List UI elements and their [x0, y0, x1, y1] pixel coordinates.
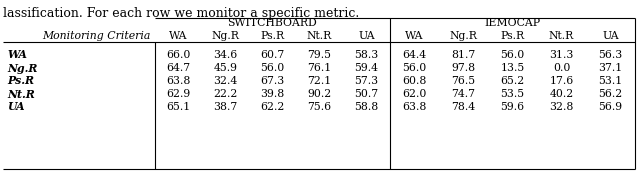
Text: 32.4: 32.4	[213, 76, 237, 86]
Text: Monitoring Criteria: Monitoring Criteria	[43, 31, 151, 41]
Text: Ng.R: Ng.R	[212, 31, 239, 41]
Text: 66.0: 66.0	[166, 50, 191, 60]
Text: 17.6: 17.6	[549, 76, 573, 86]
Text: 65.1: 65.1	[166, 102, 191, 112]
Text: WA: WA	[7, 50, 27, 61]
Text: 37.1: 37.1	[598, 63, 623, 73]
Text: Ps.R: Ps.R	[500, 31, 525, 41]
Text: 76.5: 76.5	[451, 76, 476, 86]
Text: 75.6: 75.6	[307, 102, 332, 112]
Text: 56.9: 56.9	[598, 102, 623, 112]
Text: 45.9: 45.9	[214, 63, 237, 73]
Text: 67.3: 67.3	[260, 76, 285, 86]
Text: 56.0: 56.0	[500, 50, 525, 60]
Text: 56.3: 56.3	[598, 50, 623, 60]
Text: 40.2: 40.2	[549, 89, 573, 99]
Text: 34.6: 34.6	[213, 50, 237, 60]
Text: Nt.R: Nt.R	[549, 31, 574, 41]
Text: 63.8: 63.8	[166, 76, 191, 86]
Text: 76.1: 76.1	[307, 63, 332, 73]
Text: 59.6: 59.6	[500, 102, 525, 112]
Text: 58.3: 58.3	[355, 50, 379, 60]
Text: 59.4: 59.4	[355, 63, 378, 73]
Text: 56.0: 56.0	[403, 63, 427, 73]
Text: 56.0: 56.0	[260, 63, 285, 73]
Text: 62.9: 62.9	[166, 89, 191, 99]
Text: 62.0: 62.0	[403, 89, 427, 99]
Text: 57.3: 57.3	[355, 76, 379, 86]
Text: 0.0: 0.0	[553, 63, 570, 73]
Text: UA: UA	[358, 31, 375, 41]
Text: 64.4: 64.4	[403, 50, 427, 60]
Text: 63.8: 63.8	[403, 102, 427, 112]
Text: 78.4: 78.4	[451, 102, 476, 112]
Text: Ng.R: Ng.R	[449, 31, 477, 41]
Text: SWITCHBOARD: SWITCHBOARD	[228, 18, 317, 28]
Text: 79.5: 79.5	[307, 50, 332, 60]
Text: 62.2: 62.2	[260, 102, 285, 112]
Text: IEMOCAP: IEMOCAP	[484, 18, 541, 28]
Text: Nt.R: Nt.R	[307, 31, 332, 41]
Text: 38.7: 38.7	[213, 102, 237, 112]
Text: 32.8: 32.8	[549, 102, 573, 112]
Text: 13.5: 13.5	[500, 63, 525, 73]
Text: 65.2: 65.2	[500, 76, 525, 86]
Text: 74.7: 74.7	[451, 89, 476, 99]
Text: UA: UA	[602, 31, 619, 41]
Text: 53.5: 53.5	[500, 89, 525, 99]
Text: 31.3: 31.3	[549, 50, 573, 60]
Text: 60.7: 60.7	[260, 50, 285, 60]
Text: Ps.R: Ps.R	[7, 76, 34, 86]
Text: 81.7: 81.7	[451, 50, 476, 60]
Text: 53.1: 53.1	[598, 76, 623, 86]
Text: 60.8: 60.8	[403, 76, 427, 86]
Text: lassification. For each row we monitor a specific metric.: lassification. For each row we monitor a…	[3, 7, 359, 20]
Text: UA: UA	[7, 101, 24, 112]
Text: Nt.R: Nt.R	[7, 88, 35, 100]
Text: 39.8: 39.8	[260, 89, 285, 99]
Text: WA: WA	[405, 31, 424, 41]
Text: WA: WA	[169, 31, 188, 41]
Text: 56.2: 56.2	[598, 89, 623, 99]
Text: Ng.R: Ng.R	[7, 62, 37, 74]
Text: 64.7: 64.7	[166, 63, 191, 73]
Text: 22.2: 22.2	[213, 89, 237, 99]
Text: 90.2: 90.2	[307, 89, 332, 99]
Text: 97.8: 97.8	[451, 63, 476, 73]
Text: Ps.R: Ps.R	[260, 31, 285, 41]
Text: 58.8: 58.8	[355, 102, 379, 112]
Text: 50.7: 50.7	[355, 89, 379, 99]
Text: 72.1: 72.1	[307, 76, 332, 86]
